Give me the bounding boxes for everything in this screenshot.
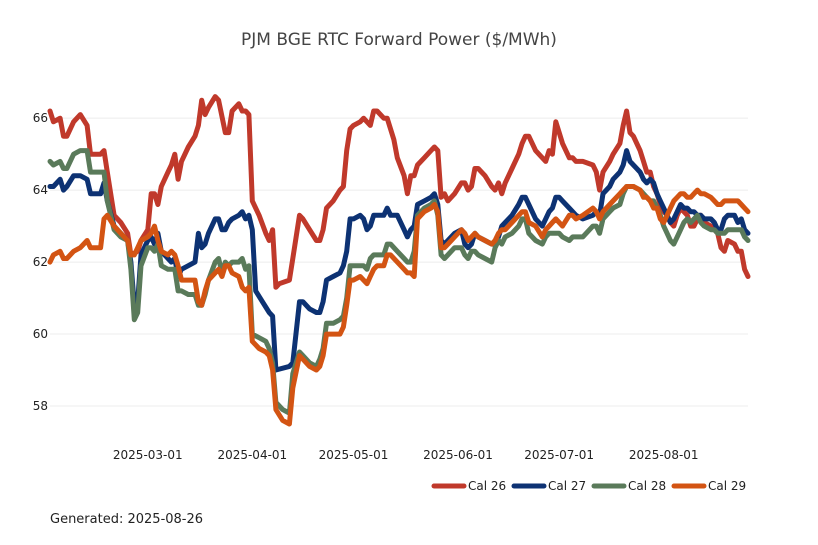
- x-tick-label: 2025-08-01: [629, 448, 699, 462]
- legend-label: Cal 26: [468, 479, 506, 493]
- y-tick-label: 62: [33, 255, 48, 269]
- y-axis-ticks: 58 60 62 64 66: [33, 111, 48, 413]
- legend-label: Cal 29: [708, 479, 746, 493]
- y-tick-label: 60: [33, 327, 48, 341]
- y-tick-label: 64: [33, 183, 48, 197]
- series-line-cal-29: [47, 184, 751, 427]
- x-tick-label: 2025-05-01: [319, 448, 389, 462]
- x-tick-label: 2025-07-01: [524, 448, 594, 462]
- legend: Cal 26 Cal 27 Cal 28 Cal 29: [431, 479, 746, 493]
- x-tick-label: 2025-03-01: [113, 448, 183, 462]
- generated-timestamp: Generated: 2025-08-26: [50, 512, 204, 527]
- y-tick-label: 58: [33, 399, 48, 413]
- legend-label: Cal 27: [548, 479, 586, 493]
- legend-label: Cal 28: [628, 479, 666, 493]
- x-axis-ticks: 2025-03-01 2025-04-01 2025-05-01 2025-06-01…: [113, 448, 699, 462]
- series-lines: [47, 94, 751, 427]
- y-tick-label: 66: [33, 111, 48, 125]
- x-tick-label: 2025-04-01: [217, 448, 287, 462]
- chart-title: PJM BGE RTC Forward Power ($/MWh): [241, 30, 557, 50]
- x-tick-label: 2025-06-01: [423, 448, 493, 462]
